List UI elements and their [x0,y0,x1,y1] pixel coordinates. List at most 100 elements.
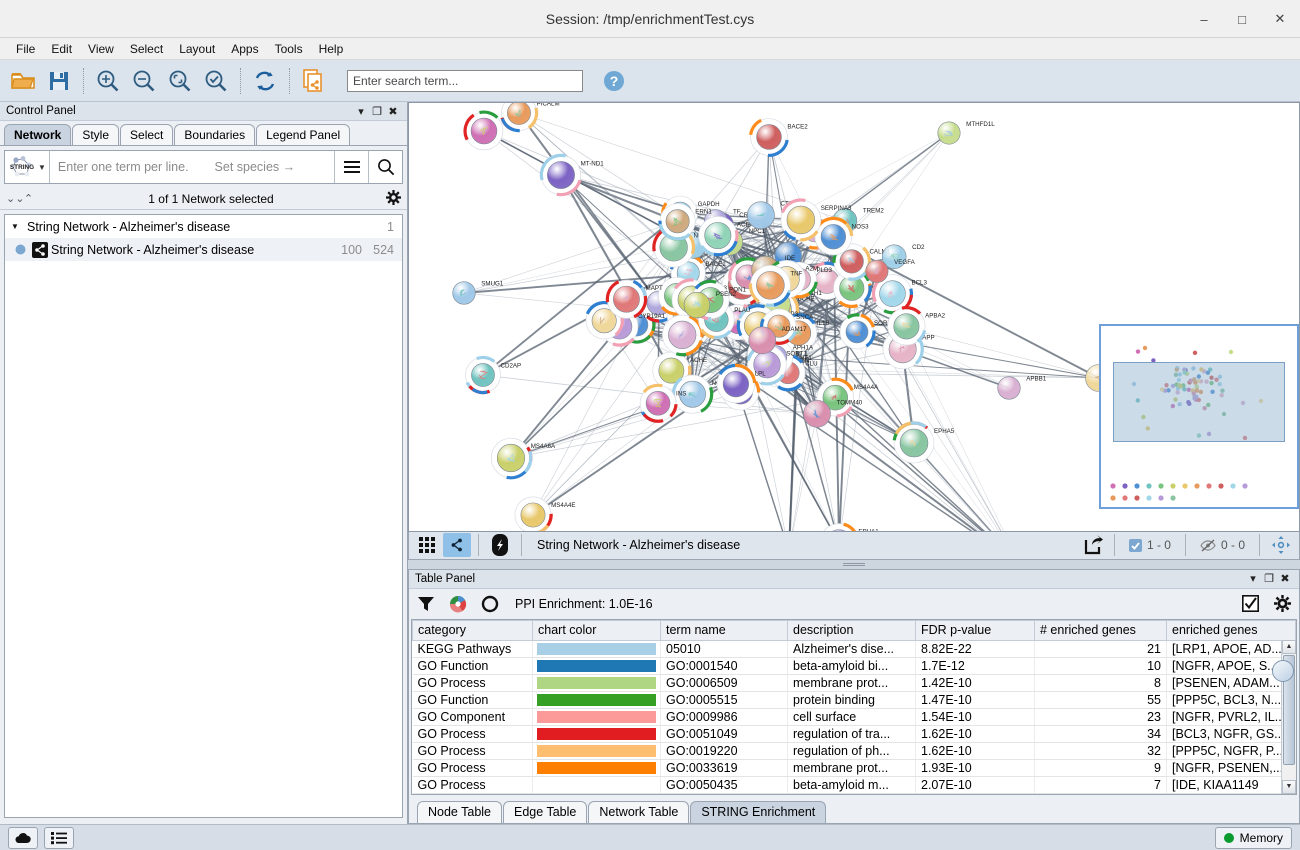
checkbox-icon[interactable] [1239,593,1261,615]
donut-chart-icon[interactable] [479,593,501,615]
set-species-link[interactable]: Set species → [214,160,296,174]
network-overview-panel[interactable] [1099,323,1299,509]
fit-content-icon[interactable] [1267,533,1295,557]
table-row[interactable]: GO Function GO:0001540 beta-amyloid bi... 1… [412,657,1296,675]
column-header-description[interactable]: description [787,619,916,641]
menu-tools[interactable]: Tools [274,41,303,56]
grid-layout-icon[interactable] [413,533,441,557]
open-folder-icon[interactable] [6,64,40,98]
network-tree-root[interactable]: ▼ String Network - Alzheimer's disease 1 [5,215,402,238]
window-title: Session: /tmp/enrichmentTest.cys [545,10,755,27]
zoom-in-icon[interactable] [91,64,125,98]
network-view[interactable]: MT-ND2MT-ND1VSNL1CD2APMS4A4AMS4A6AMS4A4E… [408,102,1300,532]
export-network-icon[interactable] [297,64,331,98]
refresh-icon[interactable] [248,64,282,98]
menu-view[interactable]: View [88,41,114,56]
maximize-icon[interactable]: ❐ [1264,573,1274,586]
enrichment-table[interactable]: category chart color term name descripti… [412,619,1296,794]
cell-description: membrane prot... [787,674,916,692]
memory-status-button[interactable]: Memory [1214,826,1292,849]
tab-network[interactable]: Network [4,124,72,145]
table-row[interactable]: GO Process GO:0033619 membrane prot... 1.93… [412,759,1296,777]
overview-viewport[interactable] [1113,361,1285,442]
table-row[interactable]: GO Process GO:0050435 beta-amyloid m... 2.0… [412,776,1296,794]
column-header-chart-color[interactable]: chart color [532,619,661,641]
minimize-button[interactable]: – [1200,11,1208,27]
list-icon[interactable] [44,826,74,849]
column-header-enriched-genes[interactable]: enriched genes [1166,619,1296,641]
tab-select[interactable]: Select [120,124,174,145]
menu-file[interactable]: File [16,41,36,56]
drawing-toggle-icon[interactable] [486,533,514,557]
tab-style[interactable]: Style [72,124,120,145]
column-header-fdr-pvalue[interactable]: FDR p-value [915,619,1035,641]
scroll-down-arrow[interactable]: ▼ [1282,779,1296,794]
tab-boundaries[interactable]: Boundaries [174,124,256,145]
overview-node [1191,365,1196,371]
chevron-down-icon[interactable]: ▾ [358,105,364,118]
string-query-field[interactable]: Enter one term per line. Set species → [50,160,334,174]
search-input-wrapper[interactable] [347,69,583,92]
close-icon[interactable]: ✖ [388,105,398,118]
panel-resize-grip[interactable] [408,560,1300,569]
close-button[interactable]: ✕ [1274,11,1286,26]
table-row[interactable]: GO Function GO:0005515 protein binding 1.47… [412,691,1296,709]
hidden-nodes-counter[interactable]: 0 - 0 [1193,538,1252,552]
search-icon[interactable] [369,151,402,183]
network-tree[interactable]: ▼ String Network - Alzheimer's disease 1 [4,214,403,818]
menu-layout[interactable]: Layout [179,41,216,56]
toolbar-separator [83,67,84,94]
filter-icon[interactable] [415,593,437,615]
string-search-bar[interactable]: STRING ▼ Enter one term per line. Set sp… [4,150,403,184]
table-body[interactable]: KEGG Pathways 05010 Alzheimer's dise... 8.8… [412,640,1296,794]
table-row[interactable]: GO Process GO:0019220 regulation of ph... 1… [412,742,1296,760]
share-network-icon[interactable] [443,533,471,558]
table-row[interactable]: GO Process GO:0006509 membrane prot... 1.42… [412,674,1296,692]
close-icon[interactable]: ✖ [1280,573,1290,586]
expand-triangle-icon[interactable]: ▼ [11,222,19,231]
enrichment-table-wrapper[interactable]: category chart color term name descripti… [411,618,1297,795]
menu-help[interactable]: Help [318,41,344,56]
table-row[interactable]: GO Process GO:0051049 regulation of tra...… [412,725,1296,743]
help-icon[interactable]: ? [597,64,631,98]
double-chevron-up-icon[interactable]: ⌃ [23,193,34,205]
tab-edge-table[interactable]: Edge Table [503,800,588,823]
network-tree-item[interactable]: String Network - Alzheimer's disease 100… [5,238,402,261]
column-header-enriched-count[interactable]: # enriched genes [1034,619,1167,641]
network-canvas[interactable]: MT-ND2MT-ND1VSNL1CD2APMS4A4AMS4A6AMS4A4E… [409,103,1299,532]
scroll-thumb[interactable] [1283,654,1295,765]
hamburger-icon[interactable] [335,151,368,183]
export-image-icon[interactable] [1079,533,1107,557]
cell-chart-color [532,674,661,692]
tab-network-table[interactable]: Network Table [588,800,690,823]
selected-nodes-counter[interactable]: 1 - 0 [1122,538,1178,552]
string-dropdown-caret-icon[interactable]: ▼ [38,162,46,172]
tab-node-table[interactable]: Node Table [417,800,503,823]
table-row[interactable]: GO Component GO:0009986 cell surface 1.54E-… [412,708,1296,726]
chevron-down-icon[interactable]: ▾ [1250,573,1256,586]
overview-node [1196,432,1202,438]
table-round-knob[interactable] [1272,659,1294,682]
zoom-selected-icon[interactable] [199,64,233,98]
table-row[interactable]: KEGG Pathways 05010 Alzheimer's dise... 8.8… [412,640,1296,658]
menu-apps[interactable]: Apps [231,41,259,56]
search-input[interactable] [353,73,577,88]
menu-select[interactable]: Select [129,41,164,56]
tab-legend-panel[interactable]: Legend Panel [256,124,351,145]
cloud-icon[interactable] [8,826,38,849]
maximize-button[interactable]: □ [1238,11,1246,27]
column-header-category[interactable]: category [412,619,533,641]
menu-edit[interactable]: Edit [51,41,73,56]
scroll-up-arrow[interactable]: ▲ [1282,639,1296,654]
pie-chart-icon[interactable] [447,593,469,615]
gear-icon[interactable] [1271,593,1293,615]
column-header-term-name[interactable]: term name [660,619,788,641]
gear-icon[interactable] [386,189,401,208]
zoom-fit-icon[interactable] [163,64,197,98]
maximize-icon[interactable]: ❐ [372,105,382,118]
double-chevron-down-icon[interactable]: ⌄⌄ [6,193,25,205]
zoom-out-icon[interactable] [127,64,161,98]
tab-string-enrichment[interactable]: STRING Enrichment [690,800,827,823]
save-icon[interactable] [42,64,76,98]
overview-node [1174,367,1179,372]
